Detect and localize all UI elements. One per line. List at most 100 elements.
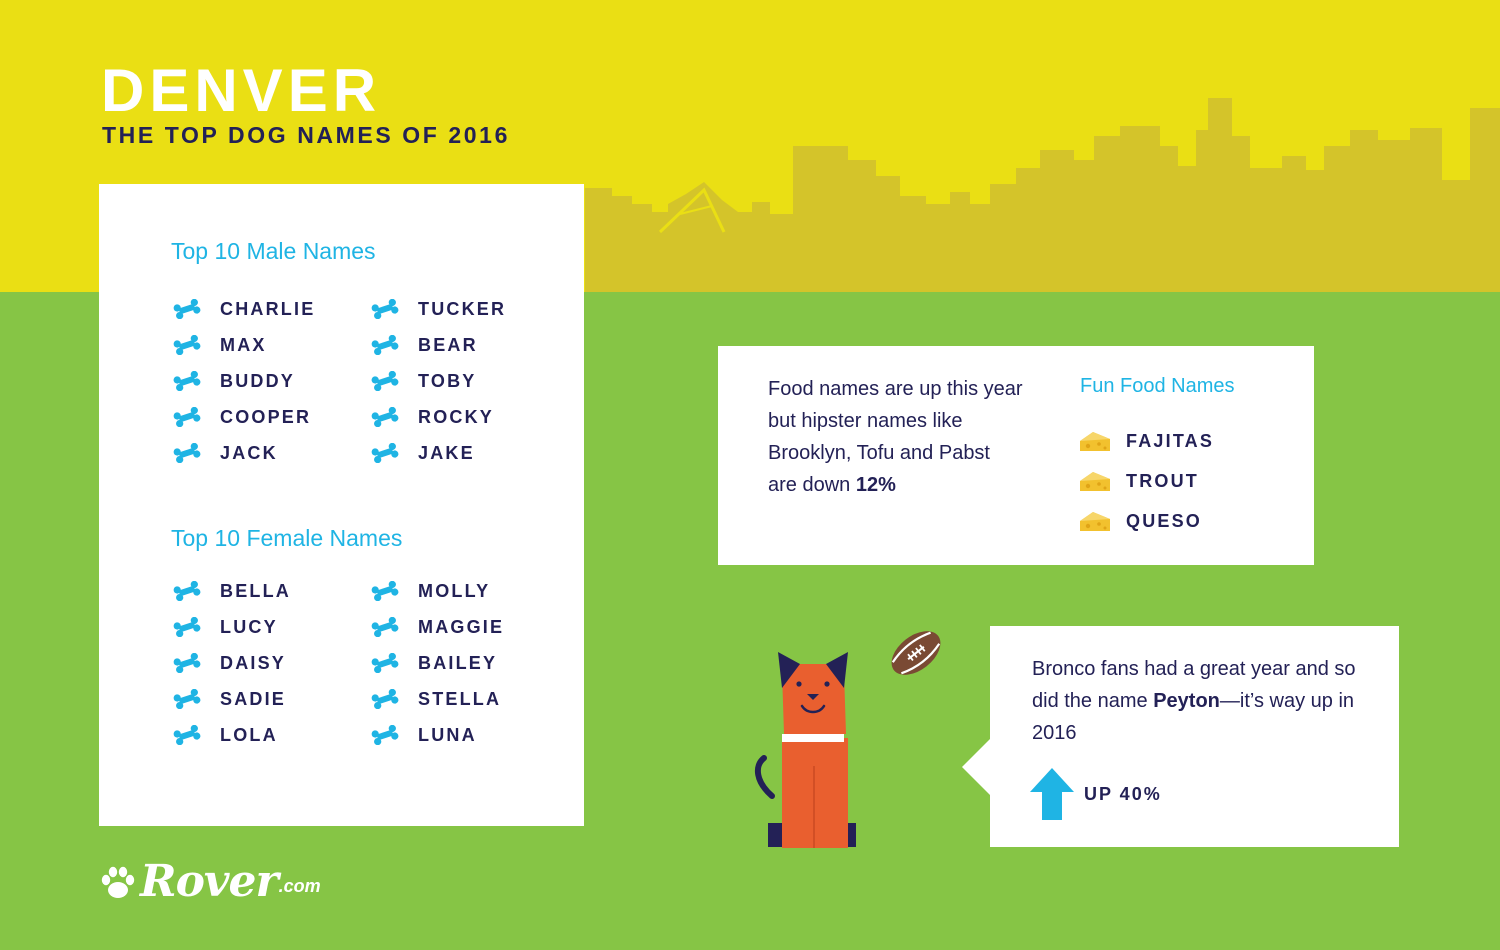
dog-bone-icon xyxy=(173,725,201,745)
dog-bone-icon xyxy=(173,335,201,355)
list-item: LOLA xyxy=(172,717,291,753)
list-item: BAILEY xyxy=(370,645,504,681)
peyton-text-end: —it’s way up in 2016 xyxy=(1032,690,1355,744)
list-item: BEAR xyxy=(370,327,506,363)
dog-illustration xyxy=(754,652,856,848)
logo-wordmark: Rover xyxy=(140,856,279,907)
name-text: BELLA xyxy=(220,580,291,601)
fun-food-heading: Fun Food Names xyxy=(1080,375,1235,397)
dog-bone-icon xyxy=(173,581,201,601)
name-text: SADIE xyxy=(220,688,287,709)
name-text: BAILEY xyxy=(418,652,498,673)
list-item: BUDDY xyxy=(172,363,315,399)
speech-bubble-tail xyxy=(962,737,992,797)
peyton-stat: UP 40% xyxy=(1030,768,1162,820)
name-text: MAGGIE xyxy=(418,616,505,637)
denver-skyline-illustration xyxy=(585,98,1500,292)
up-arrow-icon xyxy=(1030,768,1074,820)
cheese-icon xyxy=(1080,472,1110,491)
rover-logo: Rover .com xyxy=(98,855,321,909)
peyton-card: Bronco fans had a great year and so did … xyxy=(990,626,1399,847)
name-text: DAISY xyxy=(220,652,287,673)
dog-bone-icon xyxy=(371,299,399,319)
dog-bone-icon xyxy=(173,617,201,637)
dog-bone-icon xyxy=(371,653,399,673)
list-item: LUCY xyxy=(172,609,291,645)
name-text: JAKE xyxy=(418,442,475,463)
list-item: COOPER xyxy=(172,399,315,435)
dog-bone-icon xyxy=(173,653,201,673)
paw-icon xyxy=(101,866,135,898)
list-item: STELLA xyxy=(370,681,504,717)
name-text: MAX xyxy=(220,334,267,355)
list-item: LUNA xyxy=(370,717,504,753)
list-item: ROCKY xyxy=(370,399,506,435)
top-names-card: Top 10 Male Names CHARLIE MAX BUDDY COOP… xyxy=(99,184,584,826)
name-text: TUCKER xyxy=(418,298,507,319)
list-item: CHARLIE xyxy=(172,291,315,327)
dog-bone-icon xyxy=(371,581,399,601)
dog-bone-icon xyxy=(173,407,201,427)
page-subtitle: THE TOP DOG NAMES OF 2016 xyxy=(102,122,510,148)
list-item: TOBY xyxy=(370,363,506,399)
name-text: LUNA xyxy=(418,724,477,745)
list-item: JAKE xyxy=(370,435,506,471)
name-text: ROCKY xyxy=(418,406,495,427)
food-names-card: Food names are up this year but hipster … xyxy=(718,346,1314,565)
dog-bone-icon xyxy=(173,371,201,391)
list-item: TUCKER xyxy=(370,291,506,327)
name-text: MOLLY xyxy=(418,580,491,601)
peyton-description: Bronco fans had a great year and so did … xyxy=(1032,653,1372,749)
dog-bone-icon xyxy=(173,689,201,709)
cheese-icon xyxy=(1080,512,1110,531)
food-text-percent: 12% xyxy=(855,474,896,496)
male-names-heading: Top 10 Male Names xyxy=(171,238,376,264)
food-names-description: Food names are up this year but hipster … xyxy=(768,373,1023,501)
name-text: CHARLIE xyxy=(220,298,316,319)
female-names-list-left: BELLA LUCY DAISY SADIE LOLA xyxy=(172,573,291,753)
dog-bone-icon xyxy=(173,443,201,463)
food-name: FAJITAS xyxy=(1126,430,1215,451)
female-names-list-right: MOLLY MAGGIE BAILEY STELLA LUNA xyxy=(370,573,504,753)
peyton-stat-value: UP 40% xyxy=(1084,783,1162,804)
food-name: TROUT xyxy=(1126,470,1199,491)
dog-bone-icon xyxy=(371,725,399,745)
list-item: TROUT xyxy=(1079,461,1214,501)
name-text: LOLA xyxy=(220,724,278,745)
male-names-list-left: CHARLIE MAX BUDDY COOPER JACK xyxy=(172,291,315,471)
dog-bone-icon xyxy=(371,617,399,637)
logo-domain: .com xyxy=(278,876,321,896)
list-item: MAX xyxy=(172,327,315,363)
food-text-body: Food names are up this year but hipster … xyxy=(768,378,1023,496)
name-text: BEAR xyxy=(418,334,478,355)
dog-bone-icon xyxy=(371,443,399,463)
food-name: QUESO xyxy=(1126,510,1203,531)
peyton-name: Peyton xyxy=(1153,690,1220,712)
name-text: TOBY xyxy=(418,370,477,391)
name-text: STELLA xyxy=(418,688,502,709)
dog-bone-icon xyxy=(173,299,201,319)
name-text: COOPER xyxy=(220,406,312,427)
male-names-list-right: TUCKER BEAR TOBY ROCKY JAKE xyxy=(370,291,506,471)
name-text: JACK xyxy=(220,442,278,463)
football-illustration xyxy=(891,631,941,675)
dog-bone-icon xyxy=(371,335,399,355)
fun-food-list: FAJITAS TROUT QUESO xyxy=(1079,421,1214,541)
name-text: BUDDY xyxy=(220,370,296,391)
list-item: BELLA xyxy=(172,573,291,609)
list-item: QUESO xyxy=(1079,501,1214,541)
list-item: MOLLY xyxy=(370,573,504,609)
list-item: FAJITAS xyxy=(1079,421,1214,461)
peyton-text-start: Bronco fans had a great year and so did … xyxy=(1032,658,1356,712)
list-item: DAISY xyxy=(172,645,291,681)
list-item: SADIE xyxy=(172,681,291,717)
page-title: DENVER xyxy=(101,57,382,124)
female-names-heading: Top 10 Female Names xyxy=(171,525,403,551)
name-text: LUCY xyxy=(220,616,278,637)
cheese-icon xyxy=(1080,432,1110,451)
dog-bone-icon xyxy=(371,371,399,391)
dog-bone-icon xyxy=(371,689,399,709)
dog-bone-icon xyxy=(371,407,399,427)
list-item: JACK xyxy=(172,435,315,471)
list-item: MAGGIE xyxy=(370,609,504,645)
